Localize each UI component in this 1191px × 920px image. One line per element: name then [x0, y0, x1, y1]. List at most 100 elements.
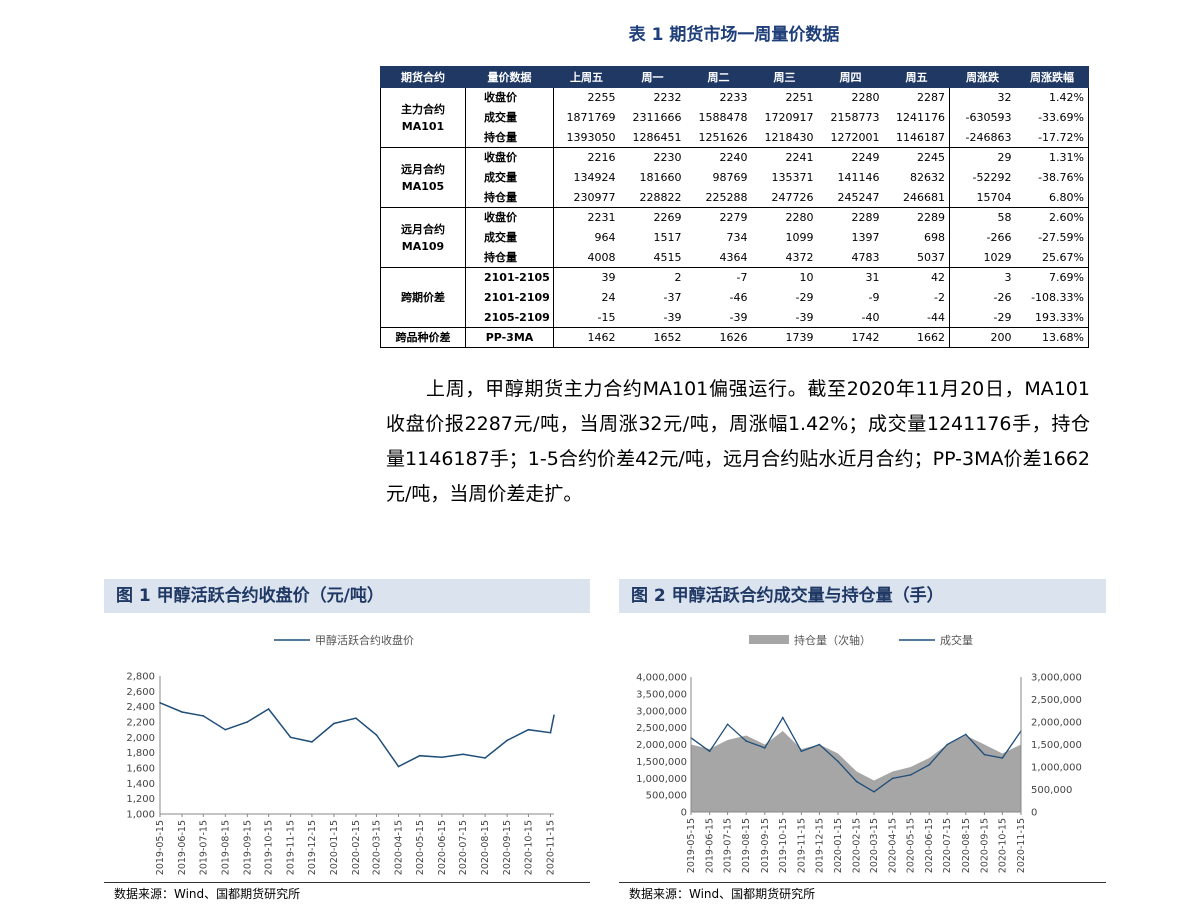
x-tick-label: 2019-06-15 — [177, 820, 188, 875]
metric-label-cell: 持仓量 — [465, 187, 554, 208]
figure2-source: 数据来源：Wind、国都期货研究所 — [629, 887, 816, 901]
x-tick-label: 2019-07-15 — [723, 818, 734, 873]
legend-label: 持仓量（次轴） — [794, 633, 871, 647]
value-cell: 1517 — [653, 231, 682, 244]
metric-label-cell: 持仓量 — [465, 127, 554, 148]
close-price-point — [224, 728, 227, 731]
value-cell: 228822 — [639, 190, 682, 204]
header-cell: 周五 — [883, 66, 950, 88]
table-row: 跨期价差 2101-2105 39 2 -7 10 31 42 3 7.69% — [380, 267, 1089, 328]
x-tick-label: 2020-03-15 — [869, 818, 880, 873]
value-cell: 7.69% — [1015, 267, 1089, 288]
value-cell: 246681 — [883, 187, 950, 208]
y-right-tick-label: 3,000,000 — [1031, 673, 1082, 684]
x-tick-label: 2020-08-15 — [961, 818, 972, 873]
value-cell: 31 — [817, 267, 884, 288]
x-tick-label: 2020-11-15 — [545, 820, 556, 875]
volume-point — [946, 743, 948, 746]
value-cell: 2230 — [619, 147, 686, 168]
x-tick-label: 2020-09-15 — [502, 820, 513, 875]
figure2-rule — [619, 882, 1106, 883]
y-tick-label: 1,400 — [126, 779, 155, 790]
value-cell: 2289 — [883, 207, 950, 228]
close-price-point — [419, 754, 421, 757]
y-left-tick-label: 0 — [681, 808, 687, 819]
close-price-point — [246, 721, 249, 723]
value-cell: 24 — [601, 291, 616, 304]
value-cell: -39 — [663, 310, 682, 324]
y-left-tick-label: 1,000,000 — [636, 774, 687, 785]
close-price-point — [484, 757, 486, 759]
x-tick-label: 2020-07-15 — [458, 820, 469, 875]
x-tick-label: 2020-05-15 — [906, 818, 917, 873]
value-cell: -26 — [993, 291, 1012, 304]
table-row: 成交量 1871769 2311666 1588478 1720917 2158773 12… — [381, 107, 1089, 128]
volume-point — [800, 750, 803, 753]
value-cell: -7 — [685, 267, 752, 288]
metric-label-cell: 成交量 — [465, 227, 554, 248]
y-tick-label: 2,000 — [126, 733, 155, 744]
value-cell: -39 — [795, 310, 814, 324]
header-cell: 周涨跌 — [949, 66, 1016, 88]
value-cell: 1393050 — [566, 130, 616, 144]
x-tick-label: 2020-04-15 — [888, 818, 899, 873]
table-row: 2101-2109 24 -37 -46 -29 -9 -2 -26 -108.33% — [381, 287, 1089, 308]
value-cell: 1397 — [851, 231, 880, 244]
value-cell: -108.33% — [1031, 291, 1084, 304]
value-cell: 25.67% — [1042, 250, 1084, 264]
figure2-title: 图 2 甲醇活跃合约成交量与持仓量（手） — [619, 579, 1106, 613]
value-cell: -630593 — [965, 111, 1012, 124]
metric-label-cell: 成交量 — [465, 167, 554, 188]
y-left-tick-label: 4,000,000 — [636, 673, 687, 684]
y-right-tick-label: 1,500,000 — [1031, 740, 1082, 751]
value-cell: 1742 — [817, 327, 884, 348]
close-price-point — [289, 736, 292, 739]
y-left-tick-label: 3,500,000 — [636, 689, 687, 700]
value-cell: -29 — [993, 310, 1012, 324]
value-cell: -33.69% — [1038, 111, 1084, 124]
legend-label: 甲醇活跃合约收盘价 — [315, 633, 414, 647]
value-cell: 2231 — [553, 207, 620, 228]
value-cell: 1286451 — [632, 130, 682, 144]
value-cell: 698 — [883, 227, 950, 248]
x-tick-label: 2019-06-15 — [705, 818, 716, 873]
open-interest-area — [691, 731, 1021, 812]
value-cell: 2233 — [685, 87, 752, 108]
header-cell: 期货合约 — [380, 66, 466, 88]
value-cell: 135371 — [771, 171, 814, 184]
x-tick-label: 2019-11-15 — [796, 818, 807, 873]
value-cell: -38.76% — [1038, 171, 1084, 184]
value-cell: 98769 — [712, 171, 748, 184]
x-tick-label: 2019-10-15 — [778, 818, 789, 873]
volume-point — [965, 733, 967, 736]
value-cell: 2245 — [883, 147, 950, 168]
figure1-source: 数据来源：Wind、国都期货研究所 — [114, 887, 301, 901]
value-cell: 200 — [949, 327, 1016, 348]
value-cell: 58 — [949, 207, 1016, 228]
close-price-point — [202, 715, 205, 717]
x-tick-label: 2020-10-15 — [997, 818, 1008, 873]
y-right-tick-label: 1,000,000 — [1031, 763, 1082, 774]
value-cell: 134924 — [573, 171, 616, 184]
metric-label-cell: 2101-2109 — [465, 287, 554, 308]
value-cell: 6.80% — [1049, 190, 1084, 204]
value-cell: 2255 — [553, 87, 620, 108]
value-cell: -52292 — [972, 171, 1012, 184]
value-cell: 1.42% — [1015, 87, 1089, 108]
value-cell: 15704 — [976, 190, 1012, 204]
metric-label-cell: 2105-2109 — [465, 307, 554, 328]
x-tick-label: 2019-08-15 — [741, 818, 752, 873]
x-tick-label: 2019-08-15 — [220, 820, 231, 875]
x-tick-label: 2020-10-15 — [523, 820, 534, 875]
volume-oi-chart: 持仓量（次轴） 成交量 0 500,000 1,000,000 1,500,000 2,00… — [636, 633, 1082, 873]
close-price-point — [267, 708, 270, 710]
value-cell: 1251626 — [698, 130, 748, 144]
value-cell: 1272001 — [830, 130, 880, 144]
x-tick-label: 2019-12-15 — [307, 820, 318, 875]
contract-group-cell: 跨品种价差 — [380, 327, 466, 348]
value-cell: 2311666 — [632, 111, 682, 124]
metric-label-cell: 收盘价 — [465, 207, 554, 228]
y-tick-label: 1,000 — [126, 810, 155, 821]
x-tick-label: 2020-08-15 — [480, 820, 491, 875]
value-cell: -44 — [883, 307, 950, 328]
